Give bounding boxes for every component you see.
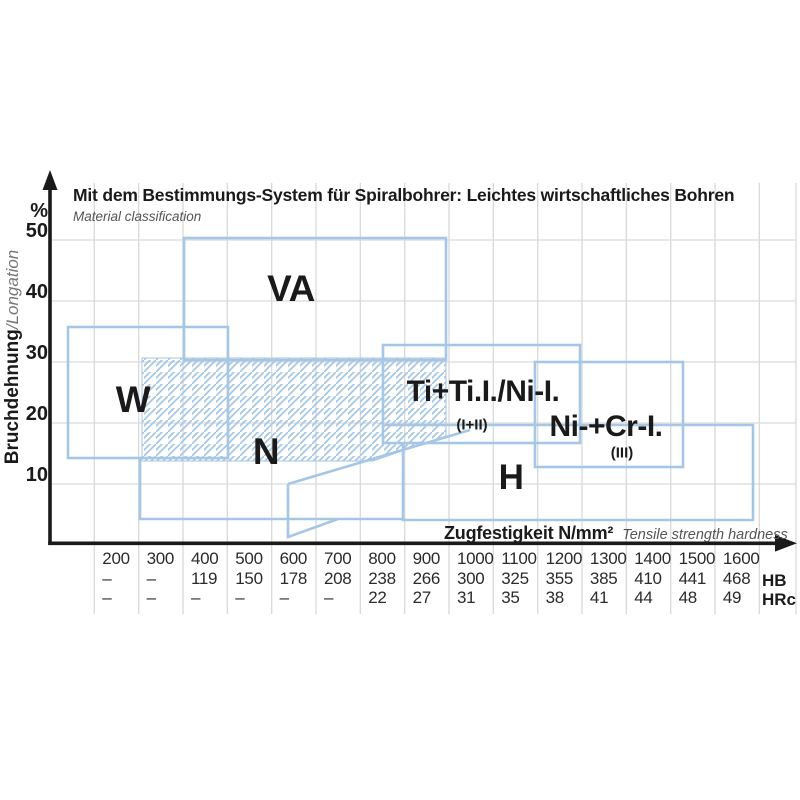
table-cell-hb: 238 (368, 568, 396, 588)
region-ni-outline (533, 360, 685, 469)
table-cell-hb: 208 (323, 568, 352, 588)
y-tick-30: 30 (25, 342, 48, 364)
x-axis-label-en: Tensile strength hardness (622, 527, 788, 543)
table-column: 1200 355 38 (538, 549, 583, 608)
table-cell-hb: 178 (279, 568, 308, 588)
table-cell-hrc: – (190, 588, 201, 607)
table-cell-tensile: 1100 (501, 549, 537, 568)
table-cell-tensile: 1200 (545, 549, 583, 568)
table-column: 900 266 27 (405, 549, 449, 608)
region-n-diagonal (287, 428, 471, 486)
y-tick-40: 40 (25, 281, 48, 303)
table-column: 1600 468 49 (715, 549, 760, 608)
table-cell-hb: 119 (190, 568, 218, 588)
x-axis-label-de: Zugfestigkeit N/mm² (444, 523, 614, 543)
table-column: 800 238 22 (360, 549, 404, 608)
table-column: 500 150– (227, 549, 271, 608)
table-cell-hrc: 44 (634, 588, 653, 607)
table-cell-hrc: 27 (412, 588, 432, 607)
table-cell-hb: 385 (589, 568, 618, 588)
table-column: 1100 325 35 (493, 549, 537, 608)
table-cell-tensile: 200 (102, 549, 130, 568)
table-column: 600 178– (272, 549, 316, 608)
table-cell-hrc: 48 (678, 588, 698, 607)
table-column: 700 208– (316, 549, 360, 608)
table-cell-hrc: 41 (589, 588, 609, 607)
region-w-outline (66, 325, 230, 460)
hardness-unit-hrc: HRc (762, 590, 797, 609)
x-axis-arrow (775, 535, 797, 552)
table-column: 300– – (139, 549, 183, 608)
region-label-h: H (498, 458, 524, 497)
table-cell-hrc: – (102, 588, 112, 607)
table-cell-hrc: 31 (456, 588, 476, 607)
table-cell-tensile: 1500 (678, 549, 716, 568)
region-va-outline (182, 236, 448, 362)
x-axis-label: Zugfestigkeit N/mm² Tensile strength har… (444, 523, 788, 544)
table-cell-hrc: – (235, 588, 245, 607)
table-cell-hb: 150 (235, 568, 263, 588)
table-cell-hb: 266 (412, 568, 441, 588)
region-ti-outline (381, 343, 582, 445)
region-label-ti: Ti+Ti.I./Ni-I. (406, 375, 560, 408)
table-cell-hb: – (102, 568, 112, 588)
table-column: 1300 385 41 (582, 549, 627, 608)
y-tick-50: 50 (25, 220, 48, 242)
chart-subtitle: Material classification (73, 209, 202, 224)
table-cell-hb: 300 (456, 568, 485, 588)
table-cell-hb: 325 (501, 568, 529, 588)
table-cell-tensile: 500 (235, 549, 263, 568)
table-cell-tensile: 1000 (456, 549, 494, 568)
table-cell-hrc: 38 (545, 588, 565, 607)
table-cell-hrc: – (323, 588, 334, 607)
table-cell-hrc: 49 (722, 588, 742, 607)
table-cell-tensile: 400 (190, 549, 219, 568)
region-n-outline (138, 458, 403, 521)
table-cell-hb: 468 (722, 568, 751, 588)
region-label-ni-sub: (III) (610, 444, 634, 462)
y-axis-arrow (42, 170, 58, 190)
table-column: 400 119– (183, 549, 227, 608)
table-cell-tensile: 800 (368, 549, 396, 568)
table-cell-tensile: 900 (412, 549, 441, 568)
table-cell-tensile: 700 (323, 549, 352, 568)
table-cell-hb: 410 (634, 568, 662, 588)
table-cell-tensile: 1400 (634, 549, 671, 568)
table-cell-tensile: 1600 (722, 549, 760, 568)
table-cell-hb: – (146, 568, 156, 588)
y-tick-10: 10 (25, 464, 48, 486)
table-cell-tensile: 1300 (589, 549, 627, 568)
table-cell-hb: 441 (678, 568, 707, 588)
region-n-notch (286, 484, 339, 539)
table-column: 200– – (94, 549, 138, 608)
region-h-outline (385, 423, 755, 522)
table-cell-hrc: – (279, 588, 289, 607)
table-cell-tensile: 300 (146, 549, 175, 568)
region-label-n: N (252, 431, 280, 472)
region-label-va: VA (267, 268, 315, 309)
chart-title: Mit dem Bestimmungs-System für Spiralboh… (73, 185, 735, 205)
hardness-unit-hb: HB (762, 571, 787, 590)
y-tick-20: 20 (25, 403, 48, 425)
y-axis-unit: % (30, 200, 48, 222)
table-cell-tensile: 600 (279, 549, 308, 568)
table-cell-hb: 355 (545, 568, 574, 588)
table-column: 1000 300 31 (449, 549, 494, 608)
table-cell-hrc: 35 (501, 588, 520, 607)
table-column: 1500 441 48 (671, 549, 716, 608)
table-cell-hrc: 22 (368, 588, 387, 607)
table-column: 1400 410 44 (626, 549, 671, 608)
region-label-ni: Ni-+Cr-I. (549, 410, 663, 443)
table-cell-hrc: – (146, 588, 156, 607)
axes (42, 170, 797, 552)
region-label-w: W (115, 379, 151, 420)
region-label-ti-sub: (I+II) (456, 416, 488, 434)
